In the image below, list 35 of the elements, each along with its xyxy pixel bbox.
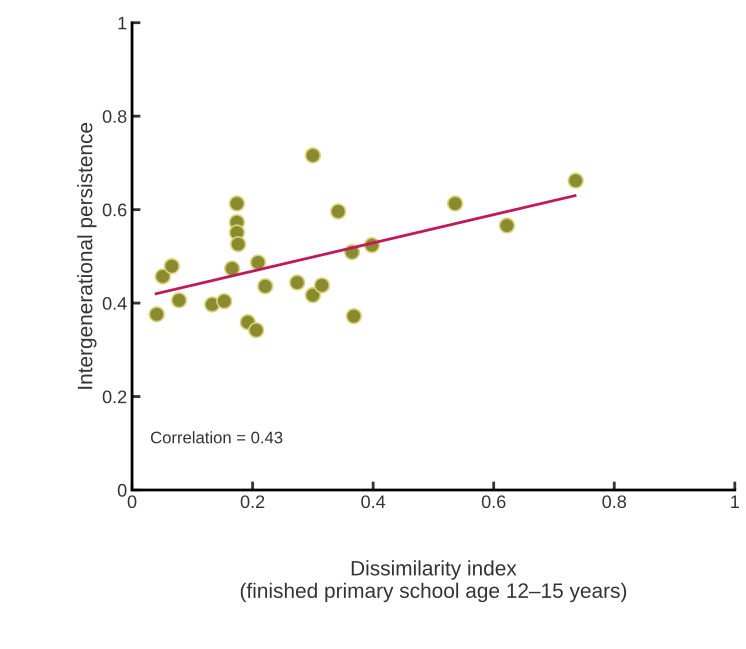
y-tick-label: 0 bbox=[118, 484, 126, 497]
x-tick-label: 0.2 bbox=[240, 495, 264, 508]
y-tick-label: 0.2 bbox=[102, 390, 126, 404]
x-tick-label: 0.4 bbox=[361, 495, 386, 508]
y-tick-label: 0.6 bbox=[102, 204, 126, 216]
point bbox=[164, 258, 180, 274]
point bbox=[304, 287, 321, 304]
point bbox=[216, 293, 232, 310]
point bbox=[304, 147, 321, 164]
point bbox=[498, 217, 516, 234]
point bbox=[224, 260, 240, 277]
x-tick-label: 0 bbox=[128, 495, 136, 508]
point bbox=[148, 306, 165, 322]
point bbox=[154, 268, 171, 285]
point bbox=[568, 172, 584, 189]
point bbox=[248, 322, 264, 338]
annotation: Correlation = 0.43 bbox=[150, 431, 282, 444]
point bbox=[330, 203, 346, 220]
y-tick-label: 0.8 bbox=[102, 110, 126, 123]
x-tick-label: 1 bbox=[731, 496, 739, 508]
y-tick-label: 1 bbox=[118, 16, 126, 30]
point bbox=[346, 308, 362, 324]
x-axis-title: Dissimilarity index (finished primary school age 12–15 years) bbox=[240, 560, 626, 602]
y-tick-label: 0.4 bbox=[102, 297, 127, 310]
x-tick-label: 0.8 bbox=[602, 495, 626, 508]
y-axis-title: Intergenerational persistence bbox=[77, 122, 97, 389]
point bbox=[257, 278, 274, 294]
point bbox=[250, 254, 266, 271]
point bbox=[314, 277, 330, 294]
point bbox=[447, 195, 464, 212]
point bbox=[289, 274, 306, 291]
point bbox=[228, 195, 246, 212]
point bbox=[170, 292, 188, 308]
point bbox=[230, 236, 246, 252]
x-tick-label: 0.6 bbox=[482, 495, 506, 508]
